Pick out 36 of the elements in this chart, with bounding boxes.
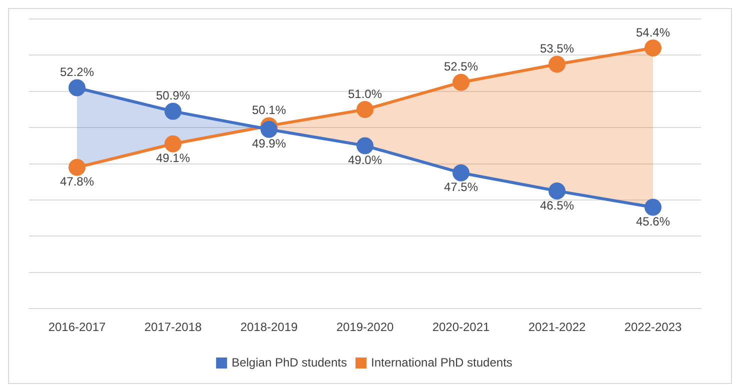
point — [68, 158, 86, 176]
x-tick-label: 2016-2017 — [48, 320, 106, 334]
data-label: 50.1% — [252, 103, 286, 118]
data-label: 50.9% — [156, 88, 190, 103]
point — [452, 164, 470, 182]
point — [68, 79, 86, 96]
data-label: 46.5% — [540, 198, 574, 212]
point — [356, 137, 374, 154]
data-label: 52.2% — [60, 65, 94, 80]
point — [644, 39, 662, 56]
data-label: 53.5% — [540, 42, 574, 56]
point — [164, 135, 182, 152]
x-tick-label: 2018-2019 — [240, 320, 298, 334]
data-label: 47.8% — [60, 174, 94, 189]
data-label: 52.5% — [444, 60, 478, 74]
data-label: 49.0% — [348, 153, 382, 168]
point — [452, 74, 470, 91]
x-tick-label: 2020-2021 — [432, 320, 490, 334]
data-label: 51.0% — [348, 86, 382, 101]
data-label: 49.1% — [156, 151, 190, 166]
point — [356, 101, 374, 118]
point — [548, 182, 566, 200]
x-tick-label: 2017-2018 — [144, 320, 202, 334]
x-tick-label: 2019-2020 — [336, 320, 394, 334]
data-label: 49.9% — [252, 136, 286, 151]
data-label: 54.4% — [636, 25, 670, 40]
point — [644, 198, 662, 216]
x-tick-label: 2021-2022 — [528, 320, 586, 334]
data-label: 45.6% — [636, 214, 670, 229]
x-tick-label: 2022-2023 — [624, 320, 682, 334]
legend-label: International PhD students — [370, 355, 512, 370]
point — [260, 120, 278, 138]
data-label: 47.5% — [444, 180, 478, 194]
point — [164, 102, 182, 120]
legend-label: Belgian PhD students — [232, 355, 347, 370]
point — [548, 56, 566, 73]
